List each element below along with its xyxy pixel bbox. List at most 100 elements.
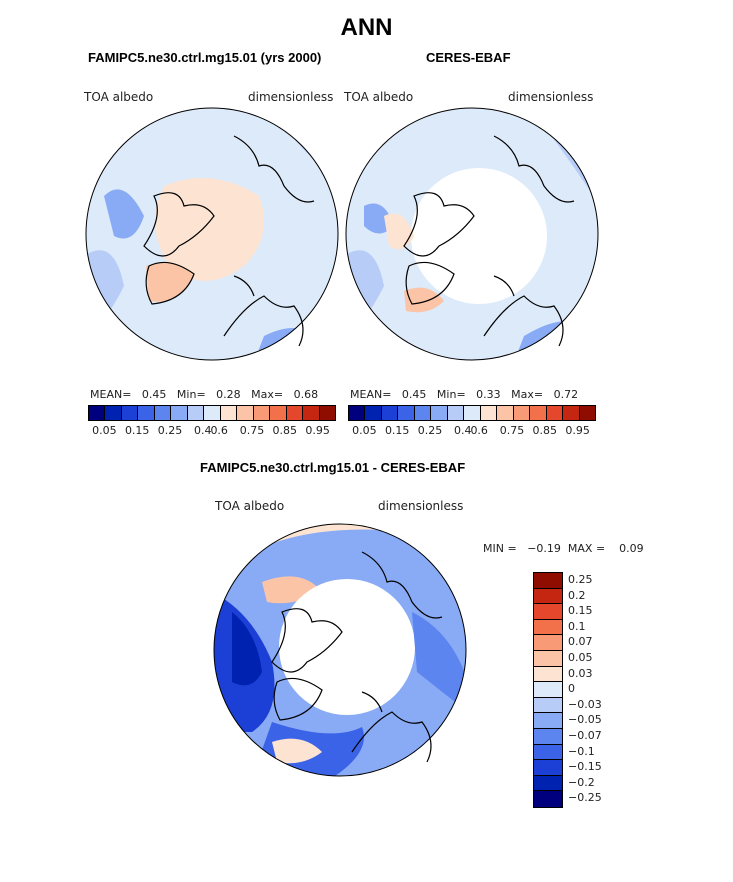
colorbar-swatch [464,406,481,420]
colorbar-swatch [447,406,465,420]
panel3-min-label: MIN = [483,542,517,555]
colorbar-swatch [414,406,432,420]
colorbar-swatch [154,406,172,420]
colorbar-swatch [534,744,562,761]
panel1-min-value: 0.28 [216,388,241,401]
colorbar-tick-label: 0.25 [157,424,183,437]
colorbar-swatch [204,406,221,420]
map2-greenland-high-albedo [404,287,444,313]
colorbar-tick-label: 0.4 [194,424,212,437]
colorbar-label: −0.07 [568,729,602,742]
map2-high-albedo-region [384,213,414,250]
colorbar-swatch [534,650,562,667]
colorbar-label: −0.2 [568,775,595,789]
colorbar-swatch [253,406,271,420]
panel1-var-label: TOA albedo [84,90,154,104]
colorbar-tick-label: 0.15 [384,424,410,437]
colorbar-swatch [121,406,139,420]
panel3-minmax: MIN = −0.19 MAX = 0.09 [483,542,644,555]
panel2-mean-value: 0.45 [401,388,427,401]
colorbar-label: −0.15 [568,760,602,774]
colorbar-swatch [497,406,514,420]
colorbar-swatch [513,406,531,420]
panel1-mean-label: MEAN= [90,388,132,401]
colorbar-tick-label: 0.95 [565,424,590,437]
panel1-title: FAMIPC5.ne30.ctrl.mg15.01 (yrs 2000) [88,50,322,65]
colorbar-swatch [349,406,366,420]
colorbar-swatch [534,760,562,776]
map3-missing-data-polar [279,579,415,715]
colorbar-swatch [431,406,448,420]
colorbar-swatch [534,573,562,589]
colorbar-swatch [534,728,562,745]
panel3-max-value: 0.09 [619,542,644,555]
colorbar-tick-label: 0.85 [532,424,558,437]
panel3-var-label: TOA albedo [215,499,285,513]
panel1-stats: MEAN= 0.45 Min= 0.28 Max= 0.68 [90,388,318,401]
colorbar-tick-label: 0.4 [454,424,472,437]
panel2-max-label: Max= [511,388,544,401]
figure-title: ANN [340,14,393,41]
panel2-mean-label: MEAN= [350,388,392,401]
panel2-polar-map [345,107,599,361]
colorbar-label: 0.05 [568,651,593,664]
colorbar-tick-label: 0.75 [499,424,525,437]
colorbar-swatch [171,406,188,420]
colorbar-label: 0.07 [568,635,593,649]
colorbar-label: 0.1 [568,619,586,633]
panel2-min-value: 0.33 [476,388,501,401]
colorbar-swatch [286,406,304,420]
panel3-min-value: −0.19 [527,542,561,555]
map3-coastlines [271,551,443,763]
panel3-units: dimensionless [378,499,464,513]
colorbar-swatch [534,791,562,807]
colorbar-swatch [237,406,254,420]
panel1-min-label: Min= [176,388,206,401]
map3-positive-diff-south [272,738,322,764]
panel3-title: FAMIPC5.ne30.ctrl.mg15.01 - CERES-EBAF [200,460,466,475]
map1-coastlines [143,135,315,347]
panel1-units: dimensionless [248,90,334,104]
panel2-colorbar-ticks: 0.05 0.15 0.25 0.4 0.6 0.75 0.85 0.95 [348,424,594,438]
colorbar-swatch [89,406,106,420]
panel3-max-label: MAX = [567,542,606,555]
colorbar-swatch [381,406,399,420]
map1-high-albedo-arctic [155,178,264,281]
colorbar-swatch [534,682,562,698]
colorbar-swatch [105,406,122,420]
colorbar-label: 0.15 [568,604,593,618]
colorbar-swatch [534,775,562,792]
colorbar-swatch [530,406,547,420]
colorbar-swatch [319,406,336,420]
colorbar-swatch [563,406,580,420]
colorbar-label: −0.05 [568,713,602,727]
colorbar-swatch [534,697,562,714]
map2-missing-data-polar [411,168,547,304]
colorbar-swatch [220,406,238,420]
colorbar-tick-label: 0.6 [210,424,228,437]
panel2-colorbar [348,405,596,421]
colorbar-swatch [365,406,382,420]
colorbar-tick-label: 0.15 [124,424,150,437]
colorbar-swatch [398,406,415,420]
colorbar-label: −0.03 [568,697,602,711]
panel2-var-label: TOA albedo [344,90,414,104]
panel1-colorbar-ticks: 0.05 0.15 0.25 0.4 0.6 0.75 0.85 0.95 [88,424,334,438]
colorbar-swatch [534,635,562,651]
colorbar-tick-label: 0.75 [239,424,265,437]
colorbar-swatch [187,406,205,420]
map3-negative-east [412,612,466,712]
colorbar-tick-label: 0.05 [352,424,377,437]
map2-coastlines [403,135,575,347]
colorbar-swatch [534,666,562,683]
panel2-stats: MEAN= 0.45 Min= 0.33 Max= 0.72 [350,388,578,401]
colorbar-swatch [138,406,155,420]
panel2-min-label: Min= [436,388,466,401]
colorbar-label: 0 [568,682,575,696]
colorbar-swatch [534,588,562,605]
panel3-colorbar [533,572,563,808]
colorbar-swatch [534,619,562,636]
panel3-colorbar-labels: 0.25 0.2 0.15 0.1 0.07 0.05 0.03 0 −0.03 −0.05 −0.… [568,572,628,808]
colorbar-swatch [270,406,287,420]
colorbar-tick-label: 0.6 [470,424,488,437]
